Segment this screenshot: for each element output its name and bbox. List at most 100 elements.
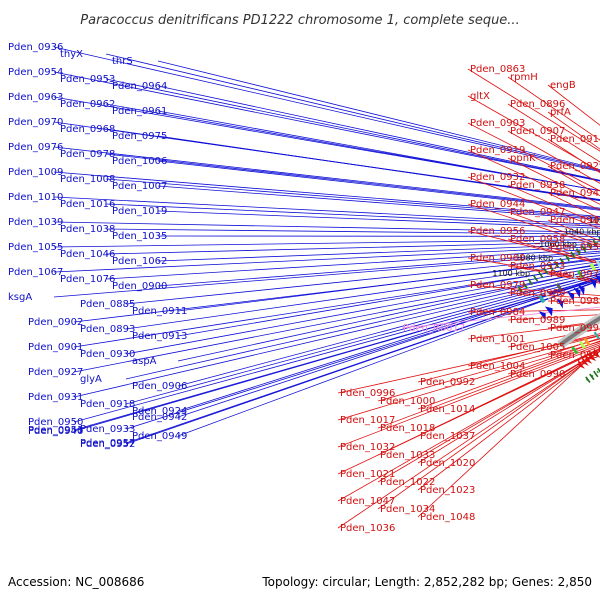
ruler-tick bbox=[589, 373, 595, 381]
right-gene-label: ppnK bbox=[510, 153, 536, 164]
gene-feature-block bbox=[544, 290, 552, 299]
left-gene-label: Pden_0940 bbox=[28, 426, 83, 437]
right-gene-label: Pden_1014 bbox=[420, 404, 475, 415]
left-leader-line bbox=[125, 275, 600, 405]
right-leader-line bbox=[467, 68, 600, 152]
chromosome-backbone bbox=[557, 313, 600, 349]
right-leader-line bbox=[417, 342, 600, 410]
left-gene-label: Pden_0930 bbox=[80, 349, 135, 360]
left-gene-label: Pden_1006 bbox=[112, 156, 167, 167]
left-gene-label: Pden_1019 bbox=[112, 206, 167, 217]
left-gene-label: Pden_0906 bbox=[132, 381, 187, 392]
left-gene-label: Pden_1038 bbox=[60, 224, 115, 235]
right-gene-label: Pden_0977 bbox=[550, 269, 600, 280]
right-leader-line bbox=[507, 292, 600, 300]
left-leader-line bbox=[157, 243, 600, 262]
right-leader-line bbox=[547, 138, 600, 174]
left-gene-label: Pden_0885 bbox=[80, 299, 135, 310]
ruler-tick bbox=[585, 376, 591, 383]
right-gene-label: Pden_1022 bbox=[380, 477, 435, 488]
right-leader-line bbox=[417, 335, 600, 383]
left-leader-line bbox=[157, 85, 600, 181]
right-gene-label: Pden_0956 bbox=[470, 226, 525, 237]
left-gene-label: Pden_1062 bbox=[112, 256, 167, 267]
right-gene-label: Pden_0929 bbox=[550, 161, 600, 172]
left-leader-line bbox=[105, 248, 600, 280]
right-leader-line bbox=[547, 84, 600, 126]
right-leader-line bbox=[337, 349, 600, 475]
right-gene-label: Pden_0989 bbox=[510, 315, 565, 326]
left-leader-line bbox=[177, 280, 597, 437]
left-leader-line bbox=[105, 78, 600, 182]
left-gene-label: Pden_1076 bbox=[60, 274, 115, 285]
left-gene-label: Pden_1055 bbox=[8, 242, 63, 253]
kbp-tick-label: 1060 kbp bbox=[539, 240, 577, 249]
left-gene-label: Pden_0902 bbox=[28, 317, 83, 328]
right-gene-label: Pden_1036 bbox=[340, 523, 395, 534]
right-gene-label: Pden_0932 bbox=[470, 172, 525, 183]
left-gene-label: Pden_0911 bbox=[132, 306, 187, 317]
left-leader-line bbox=[125, 282, 593, 444]
right-gene-label: Pden_1004 bbox=[470, 361, 525, 372]
right-gene-label: Pden_0944 bbox=[470, 199, 525, 210]
right-leader-line bbox=[377, 338, 600, 402]
gene-feature-block bbox=[593, 331, 600, 340]
left-leader-line bbox=[125, 271, 600, 380]
backbone-line bbox=[558, 315, 600, 347]
right-leader-line bbox=[467, 122, 600, 192]
left-gene-label: Pden_0924 bbox=[132, 406, 187, 417]
left-leader-line bbox=[125, 266, 600, 355]
right-gene-label: Pden_0941 bbox=[550, 188, 600, 199]
left-leader-line bbox=[105, 228, 600, 235]
left-gene-label: Pden_0931 bbox=[28, 392, 83, 403]
ruler-tick bbox=[559, 257, 565, 265]
right-gene-label: Pden_0984 bbox=[470, 307, 525, 318]
left-gene-label: Pden_0936 bbox=[8, 42, 63, 53]
left-leader-line bbox=[177, 277, 600, 418]
right-gene-label: Pden_0919 bbox=[470, 145, 525, 156]
gene-labels: Pden_0936thyXthrSPden_0954Pden_0953Pden_… bbox=[8, 42, 600, 534]
accession-label: Accession: NC_008686 bbox=[8, 575, 144, 589]
kbp-tick-label: 1100 kbp bbox=[492, 269, 530, 278]
right-leader-line bbox=[377, 344, 600, 429]
right-leader-line bbox=[467, 257, 600, 281]
left-leader-line bbox=[53, 221, 600, 233]
left-leader-line bbox=[53, 46, 600, 173]
right-leader-line bbox=[467, 284, 600, 297]
left-leader-line bbox=[53, 196, 600, 225]
forward-gene-arrow bbox=[544, 306, 553, 317]
forward-gene-arrow bbox=[556, 298, 563, 309]
right-gene-label: Pden_1018 bbox=[380, 423, 435, 434]
kbp-tick-label: 1080 kbp bbox=[515, 254, 553, 263]
gene-feature-block bbox=[571, 273, 579, 282]
right-leader-line bbox=[467, 149, 600, 211]
left-leader-line bbox=[157, 235, 600, 237]
left-gene-label: Pden_0978 bbox=[60, 149, 115, 160]
right-leader-line bbox=[337, 353, 597, 502]
left-leader-line bbox=[53, 146, 600, 209]
right-leader-line bbox=[467, 203, 600, 248]
right-gene-label: Pden_0981 bbox=[550, 296, 600, 307]
forward-gene-arrow bbox=[538, 311, 546, 321]
topology-summary: Topology: circular; Length: 2,852,282 bp… bbox=[261, 575, 592, 589]
ruler-tick bbox=[538, 271, 544, 279]
right-gene-label: Pden_1034 bbox=[380, 504, 435, 515]
left-leader-line bbox=[177, 273, 600, 387]
ruler-tick bbox=[581, 245, 587, 253]
gene-feature-block bbox=[555, 282, 563, 292]
left-leader-line bbox=[105, 103, 600, 192]
left-leader-line bbox=[73, 277, 600, 423]
forward-gene-arrow bbox=[573, 287, 581, 298]
forward-gene-arrow bbox=[577, 284, 585, 296]
left-gene-label: Pden_0964 bbox=[112, 81, 167, 92]
right-gene-label: Pden_0995 bbox=[550, 323, 600, 334]
kbp-tick-label: 1020 kbp bbox=[589, 216, 600, 225]
left-gene-label: Pden_0957 bbox=[80, 438, 135, 449]
gene-feature-block bbox=[583, 337, 591, 346]
right-leader-line bbox=[417, 358, 589, 518]
left-gene-label: Pden_0900 bbox=[112, 281, 167, 292]
left-gene-label: glyA bbox=[80, 374, 102, 385]
left-gene-label: Pden_0913 bbox=[132, 331, 187, 342]
left-gene-label: aspA bbox=[132, 356, 157, 367]
ruler-tick bbox=[527, 278, 534, 286]
